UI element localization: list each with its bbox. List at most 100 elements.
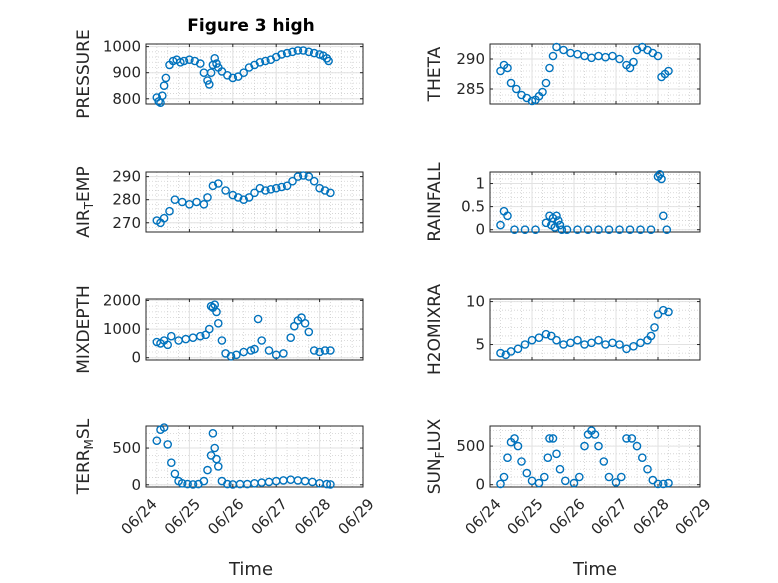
data-point <box>513 441 523 451</box>
data-point <box>208 181 218 191</box>
y-tick-label: 1000 <box>103 38 141 56</box>
data-point <box>298 171 308 180</box>
data-point <box>534 333 544 343</box>
data-point <box>255 183 265 193</box>
data-point <box>315 347 324 357</box>
data-point <box>203 465 212 475</box>
subplot-4: 0 0.5 1 RAINFALL <box>425 162 701 242</box>
data-point <box>277 182 286 192</box>
y-tick-label: 0 <box>131 476 141 494</box>
data-point <box>503 211 512 221</box>
data-point <box>203 193 212 202</box>
y-tick-label: 0.5 <box>461 198 485 216</box>
y-tick-label: 1 <box>475 175 485 193</box>
data-point <box>279 349 288 358</box>
data-point <box>326 480 335 489</box>
data-point <box>499 472 509 482</box>
data-point <box>545 63 554 73</box>
subplot-2: 285 290 THETA <box>425 42 701 106</box>
data-point <box>662 225 672 234</box>
data-point <box>512 84 521 94</box>
data-point <box>210 443 219 453</box>
data-point <box>496 220 505 230</box>
data-point <box>324 56 333 66</box>
data-point <box>309 176 319 186</box>
data-point <box>629 341 638 351</box>
data-point <box>212 307 221 317</box>
data-point <box>599 457 609 466</box>
data-point <box>213 462 223 471</box>
data-point <box>659 305 668 315</box>
data-point <box>545 434 554 443</box>
data-point <box>166 458 176 468</box>
data-point <box>506 78 516 88</box>
data-point <box>300 318 310 328</box>
data-point <box>233 193 243 202</box>
data-point <box>239 195 248 204</box>
data-series <box>152 423 335 489</box>
data-point <box>288 47 297 57</box>
y-axis-label: PRESSURE <box>74 29 94 118</box>
minor-grid <box>489 172 701 232</box>
data-point <box>664 66 673 76</box>
data-series <box>152 46 333 107</box>
data-point <box>562 225 572 234</box>
data-point <box>653 479 663 489</box>
data-point <box>541 218 551 228</box>
data-series <box>496 169 672 234</box>
data-point <box>261 186 270 195</box>
data-point <box>221 186 230 195</box>
data-point <box>534 478 544 488</box>
y-tick-label: 5 <box>475 336 485 354</box>
data-point <box>204 80 214 89</box>
y-tick-label: 285 <box>456 80 485 98</box>
data-point <box>615 54 624 64</box>
data-point <box>226 351 236 361</box>
data-point <box>552 335 561 345</box>
data-point <box>233 72 243 81</box>
subplot-5: 0 1000 2000 MIXDEPTH <box>74 285 364 374</box>
data-series <box>496 42 673 106</box>
data-point <box>646 225 656 234</box>
data-point <box>293 46 303 55</box>
data-point <box>253 314 263 324</box>
data-point <box>257 336 267 345</box>
data-point <box>522 468 532 478</box>
data-point <box>277 50 286 59</box>
data-point <box>315 183 324 193</box>
y-tick-label: 900 <box>112 64 141 82</box>
data-point <box>653 51 663 61</box>
data-point <box>636 225 645 234</box>
data-point <box>622 434 631 443</box>
data-point <box>503 63 512 73</box>
y-tick-label: 2000 <box>103 291 141 309</box>
data-point <box>638 453 647 463</box>
data-point <box>643 464 652 474</box>
y-tick-label: 10 <box>466 293 485 311</box>
minor-grid <box>145 44 364 105</box>
data-point <box>517 457 526 466</box>
data-point <box>304 47 314 57</box>
x-axis-label-left: Time <box>228 559 273 580</box>
data-point <box>659 479 668 489</box>
data-point <box>580 441 589 451</box>
data-point <box>583 225 593 234</box>
data-point <box>244 193 254 202</box>
y-axis-label: SUNFLUX <box>425 418 447 494</box>
data-point <box>625 225 635 234</box>
data-point <box>192 197 201 207</box>
data-point <box>293 172 303 181</box>
data-point <box>650 323 659 332</box>
data-point <box>213 318 223 328</box>
data-point <box>555 464 565 474</box>
y-tick-label: 500 <box>112 439 141 457</box>
data-point <box>266 184 276 194</box>
data-point <box>199 476 209 486</box>
data-point <box>204 324 214 334</box>
data-point <box>594 225 603 234</box>
data-point <box>228 73 238 83</box>
data-point <box>629 57 638 67</box>
axes-box <box>145 43 364 105</box>
data-point <box>510 434 519 443</box>
data-point <box>611 478 621 487</box>
